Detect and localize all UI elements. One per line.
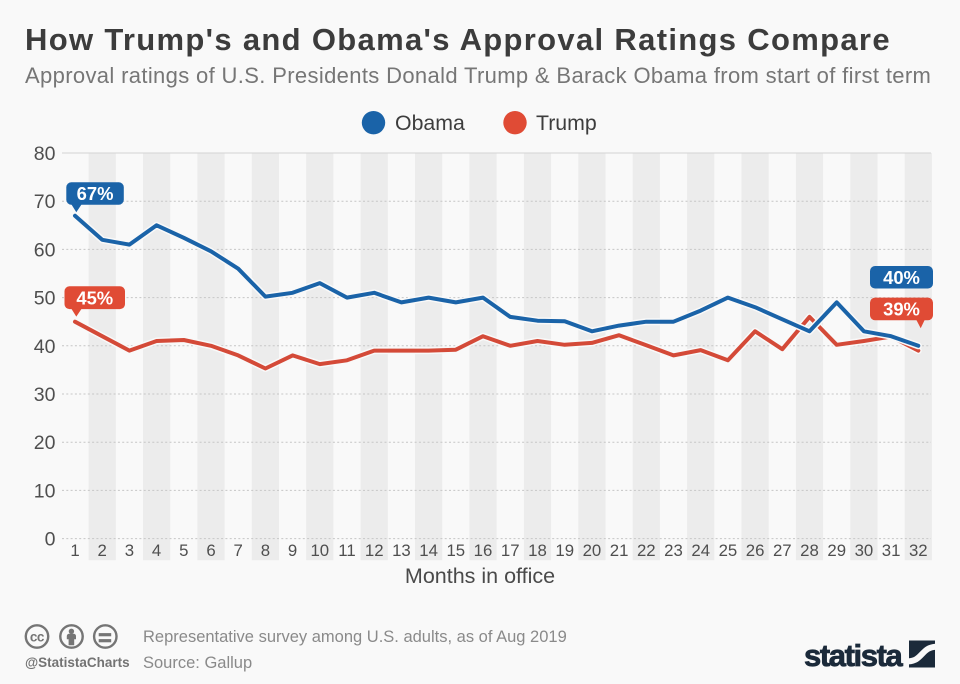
svg-text:60: 60	[34, 239, 56, 261]
svg-text:5: 5	[179, 541, 188, 560]
svg-text:20: 20	[583, 541, 602, 560]
svg-text:Representative survey among U.: Representative survey among U.S. adults,…	[143, 628, 567, 646]
svg-text:67%: 67%	[77, 183, 114, 204]
svg-text:cc: cc	[30, 629, 45, 644]
svg-text:@StatistaCharts: @StatistaCharts	[25, 655, 130, 670]
svg-text:25: 25	[719, 541, 738, 560]
svg-text:32: 32	[909, 541, 928, 560]
svg-text:10: 10	[310, 541, 329, 560]
svg-text:31: 31	[882, 541, 901, 560]
svg-text:10: 10	[34, 480, 56, 502]
svg-text:70: 70	[34, 191, 56, 213]
svg-text:50: 50	[34, 288, 56, 310]
svg-text:30: 30	[855, 541, 874, 560]
svg-text:12: 12	[365, 541, 384, 560]
svg-text:Trump: Trump	[536, 111, 597, 135]
svg-text:20: 20	[34, 432, 56, 454]
svg-text:8: 8	[261, 541, 270, 560]
svg-text:29: 29	[827, 541, 846, 560]
svg-text:80: 80	[34, 143, 56, 165]
svg-text:13: 13	[392, 541, 411, 560]
svg-text:9: 9	[288, 541, 297, 560]
svg-text:11: 11	[338, 541, 355, 560]
svg-text:27: 27	[773, 541, 792, 560]
svg-text:4: 4	[152, 541, 161, 560]
svg-text:28: 28	[800, 541, 819, 560]
svg-text:15: 15	[446, 541, 465, 560]
svg-text:40%: 40%	[883, 267, 920, 288]
svg-text:17: 17	[501, 541, 520, 560]
svg-text:18: 18	[528, 541, 547, 560]
svg-text:16: 16	[474, 541, 493, 560]
svg-text:21: 21	[610, 541, 629, 560]
svg-text:7: 7	[234, 541, 243, 560]
svg-text:statista: statista	[804, 638, 904, 673]
svg-text:39%: 39%	[883, 299, 920, 320]
svg-text:0: 0	[45, 529, 56, 551]
svg-text:23: 23	[664, 541, 683, 560]
svg-text:40: 40	[34, 336, 56, 358]
svg-text:1: 1	[70, 541, 79, 560]
svg-text:30: 30	[34, 384, 56, 406]
svg-text:19: 19	[555, 541, 574, 560]
svg-text:Source: Gallup: Source: Gallup	[143, 654, 252, 672]
svg-text:3: 3	[125, 541, 134, 560]
svg-text:22: 22	[637, 541, 656, 560]
svg-text:45%: 45%	[76, 288, 113, 309]
svg-text:14: 14	[419, 541, 438, 560]
svg-text:Obama: Obama	[395, 111, 465, 135]
svg-text:26: 26	[746, 541, 765, 560]
svg-text:6: 6	[206, 541, 215, 560]
svg-text:24: 24	[691, 541, 710, 560]
svg-text:2: 2	[98, 541, 107, 560]
svg-text:Months in office: Months in office	[405, 564, 555, 588]
